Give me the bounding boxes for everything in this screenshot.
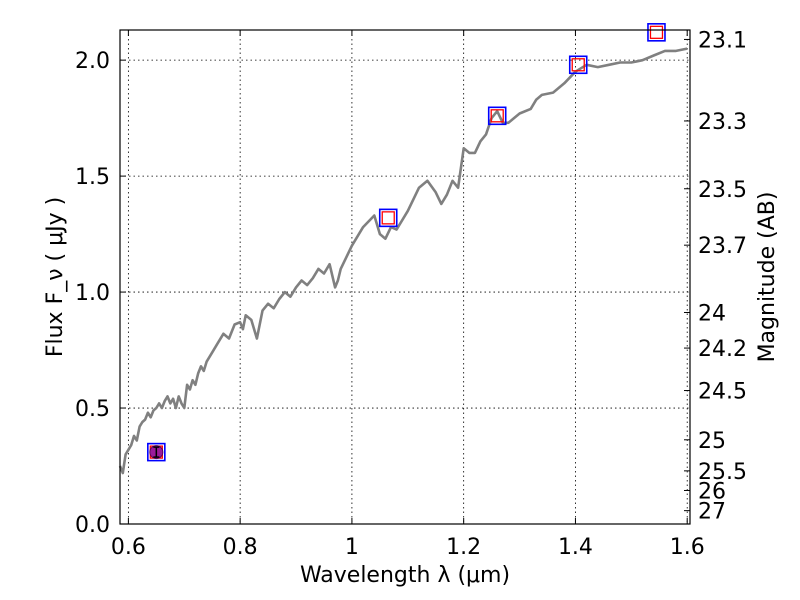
y2-tick-label: 25.5 [698,460,747,485]
grid [120,30,690,525]
series-layer [118,23,688,475]
y2-tick-label: 23.5 [698,178,747,203]
y2-tick-label: 23.7 [698,234,747,259]
photometry-box-inner [490,109,504,123]
y2-tick-label: 24 [698,301,726,326]
x-tick-label: 1.2 [446,535,481,560]
x-tick-label: 0.6 [111,535,146,560]
photometry-box-outer [147,442,166,462]
y2-tick-label: 26 [698,479,726,504]
y2-tick-label: 24.5 [698,380,747,405]
photometry-box-outer [568,55,588,75]
photometry-box-outer [487,106,507,126]
photometry-box-inner [649,25,664,39]
y2-tick-label: 27 [698,500,726,525]
y2-axis-label: Magnitude (AB) [755,192,780,363]
y-tick-label: 1.0 [75,281,110,306]
photometry-box-outer [378,208,398,228]
y2-tick-label: 25 [698,429,726,454]
photometry-box-inner [571,58,585,72]
y-tick-label: 0.5 [75,397,110,422]
y-tick-label: 2.0 [75,49,110,74]
x-tick-label: 1.4 [558,535,593,560]
x-tick-label: 1 [345,535,359,560]
y2-tick-label: 23.3 [698,110,747,135]
y-axis-label: Flux F_ν ( μJy ) [43,197,68,357]
photometry-box-inner [381,211,395,225]
y-axis-label-text: Flux F_ν ( μJy ) [43,197,68,357]
model-spectrum-line [118,47,688,475]
x-tick-label: 0.8 [223,535,258,560]
plot-frame [119,29,691,525]
ticks: 0.6 0.8 1 1.2 1.4 1.6 0.0 0.5 1.0 1.5 2.0 23.1 23.3 2… [75,28,747,560]
photometry-box-outer [647,23,666,42]
x-axis-label: Wavelength λ (μm) [300,563,510,588]
y2-tick-label: 24.2 [698,337,747,362]
y-tick-label: 0.0 [75,513,110,538]
x-tick-label: 1.6 [670,535,705,560]
y2-tick-label: 23.1 [698,28,747,53]
y-tick-label: 1.5 [75,165,110,190]
